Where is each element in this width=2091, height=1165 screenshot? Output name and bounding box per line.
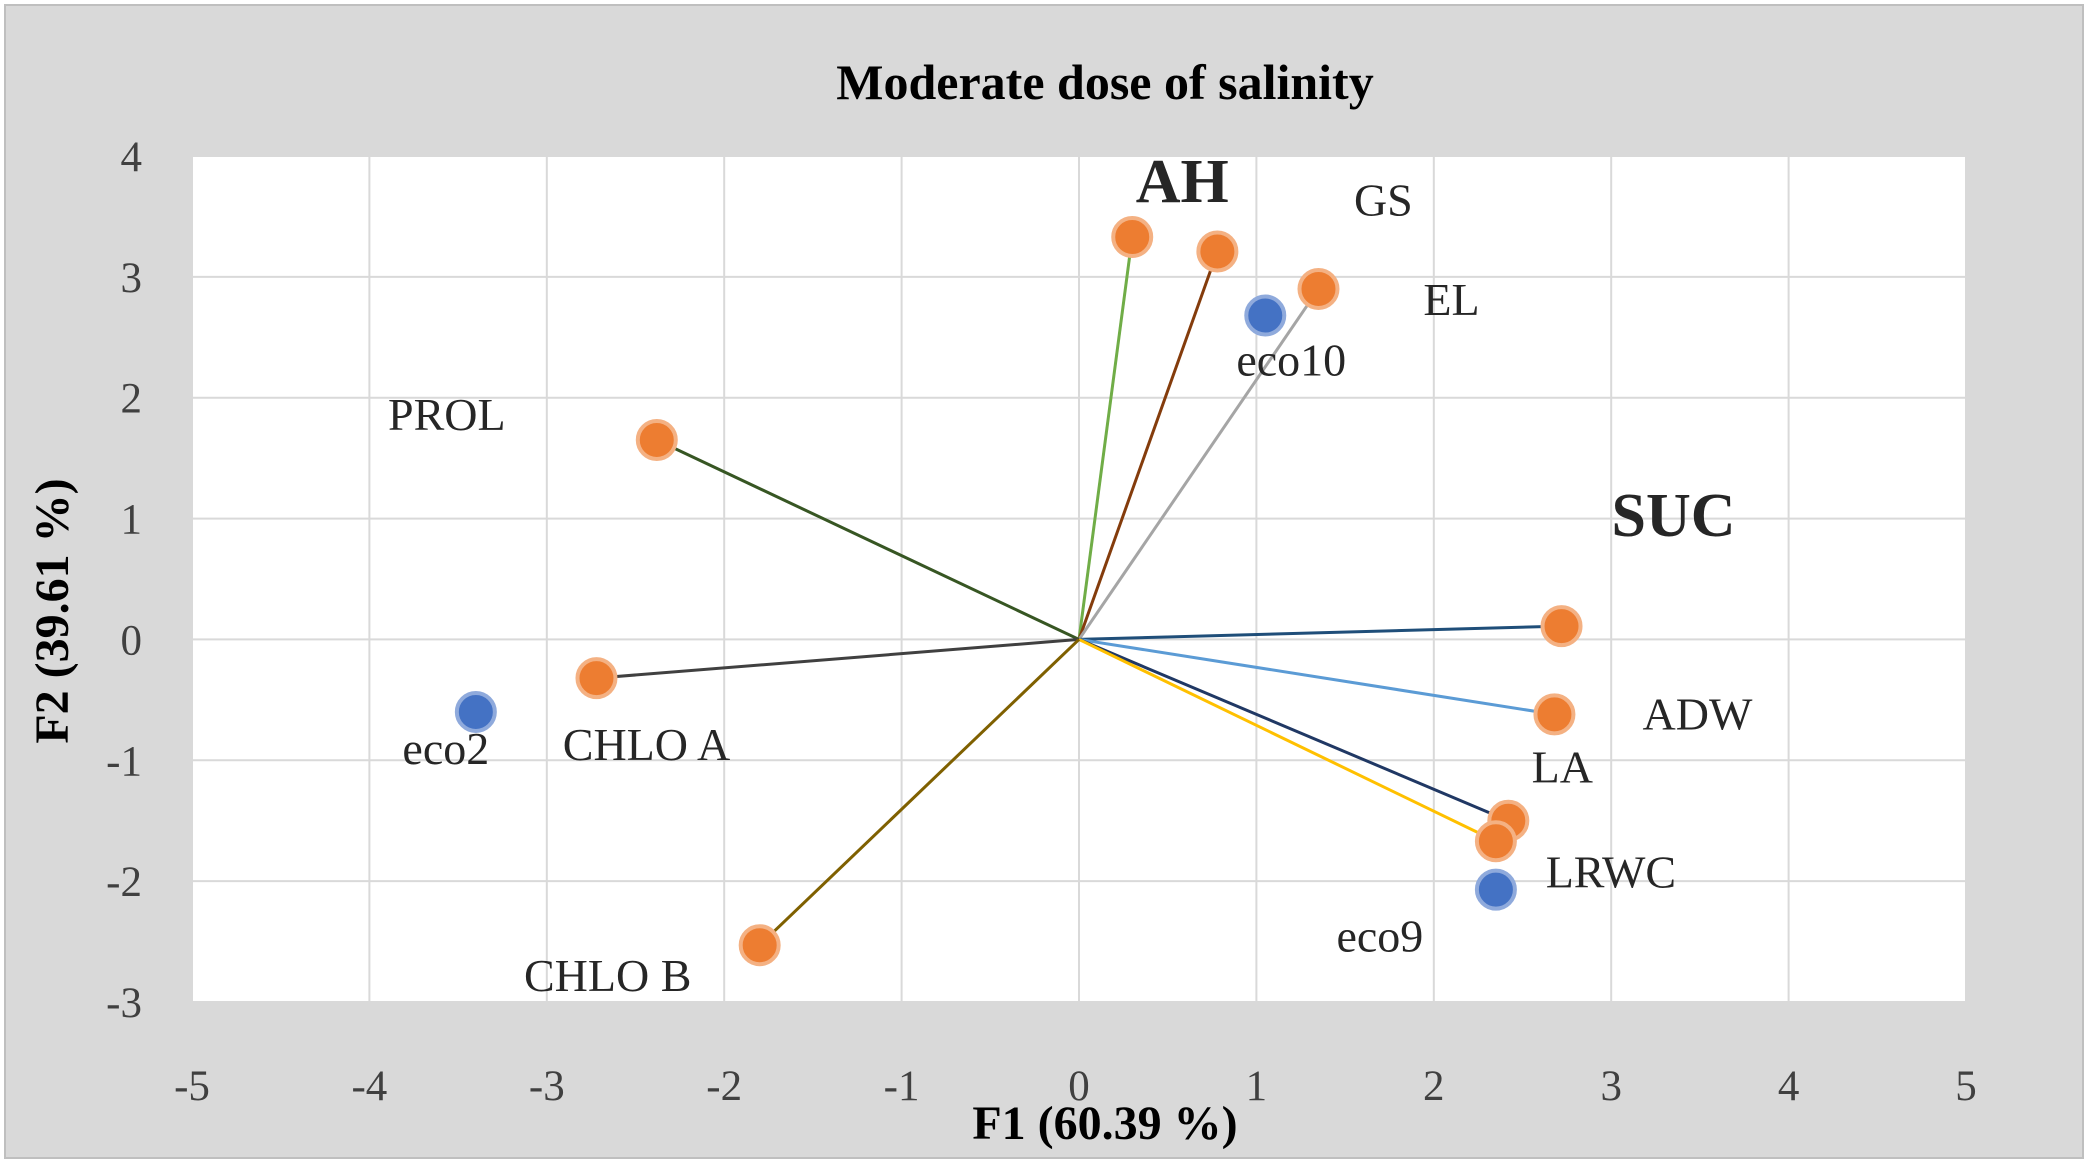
x-tick-label: 2 [1423, 1063, 1445, 1110]
y-tick-label: 2 [121, 376, 143, 423]
variable-vectors [596, 236, 1562, 947]
x-tick-label: 4 [1778, 1063, 1800, 1110]
y-tick-label: 4 [121, 134, 143, 181]
chart-container: -5 -4 -3 -2 -1 0 1 2 3 4 5 4 3 2 1 0 -1 -2 -3 AH GS EL PROL SU… [4, 4, 2084, 1159]
variable-label: GS [1354, 174, 1413, 225]
variable-point [1111, 215, 1154, 258]
markers [454, 215, 1583, 967]
y-tick-label: -3 [106, 980, 142, 1027]
vector-line [1078, 637, 1555, 716]
x-tick-label: -3 [529, 1063, 565, 1110]
observation-label: eco9 [1336, 911, 1423, 962]
variable-label: AH [1136, 148, 1229, 216]
variable-label: PROL [388, 389, 506, 440]
x-tick-label: 1 [1246, 1063, 1268, 1110]
variable-label: CHLO A [563, 719, 730, 770]
y-tick-label: 1 [121, 497, 143, 544]
variable-label: LA [1532, 742, 1593, 793]
y-axis-title: F2 (39.61 %) [26, 478, 79, 743]
y-tick-label: -2 [106, 859, 142, 906]
x-tick-label: -1 [884, 1063, 920, 1110]
x-tick-label: -4 [351, 1063, 387, 1110]
vector-line [1077, 250, 1219, 640]
observation-label: eco10 [1236, 335, 1346, 386]
variable-label: SUC [1612, 482, 1736, 550]
observation-point [1244, 294, 1287, 337]
x-tick-label: 5 [1955, 1063, 1977, 1110]
vector-line [1077, 288, 1320, 641]
vector-line [1078, 638, 1509, 823]
vector-line [596, 637, 1080, 680]
variable-point [1196, 230, 1239, 273]
vector-line [758, 638, 1081, 947]
x-tick-label: 3 [1600, 1063, 1622, 1110]
observation-label: eco2 [402, 723, 489, 774]
observation-point [1474, 868, 1517, 911]
variable-point [1533, 693, 1576, 736]
tick-labels: -5 -4 -3 -2 -1 0 1 2 3 4 5 4 3 2 1 0 -1 -2 -3 [106, 134, 1977, 1110]
x-tick-label: -2 [706, 1063, 742, 1110]
vector-line [1077, 236, 1134, 640]
variable-label: CHLO B [524, 950, 691, 1001]
vector-line [1078, 638, 1497, 843]
x-tick-label: -5 [174, 1063, 210, 1110]
variable-point [1474, 820, 1517, 863]
x-tick-label: 0 [1068, 1063, 1090, 1110]
variable-point [575, 657, 618, 700]
y-tick-label: 3 [121, 255, 143, 302]
y-tick-label: -1 [106, 738, 142, 785]
vector-line [1078, 624, 1562, 641]
variable-point [1540, 605, 1583, 648]
observation-point [454, 690, 497, 733]
x-axis-title: F1 (60.39 %) [972, 1097, 1237, 1150]
variable-point [738, 924, 781, 967]
variable-label: EL [1423, 274, 1479, 325]
variable-point [635, 419, 678, 462]
variable-label: LRWC [1546, 846, 1676, 897]
chart-title: Moderate dose of salinity [836, 54, 1373, 110]
y-tick-label: 0 [121, 617, 143, 664]
variable-point [1297, 267, 1340, 310]
variable-label: ADW [1643, 688, 1753, 739]
vector-line [656, 438, 1080, 641]
